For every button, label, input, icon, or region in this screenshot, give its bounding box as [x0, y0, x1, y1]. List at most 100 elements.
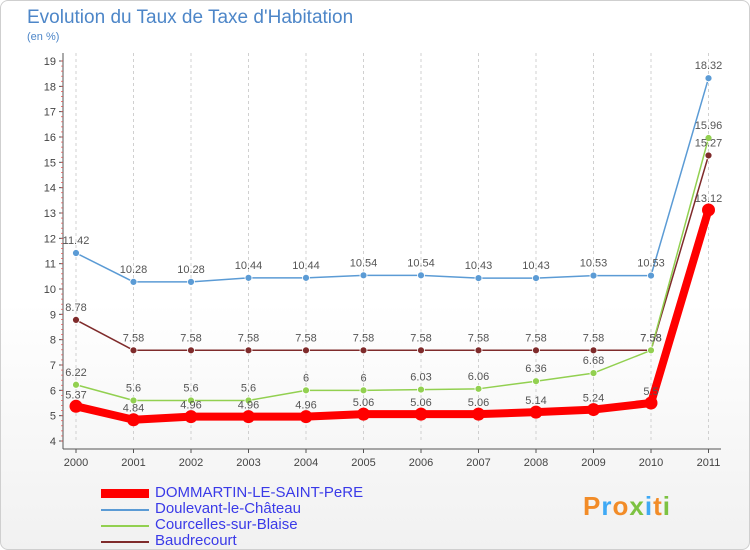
series-point-3 — [187, 346, 195, 355]
y-tick-label: 14 — [44, 183, 56, 195]
series-point-0 — [357, 407, 370, 421]
data-label: 10.28 — [177, 264, 205, 276]
data-label: 4.84 — [123, 403, 144, 415]
y-tick-label: 6 — [50, 385, 56, 397]
series-point-1 — [532, 274, 540, 283]
data-label: 6.22 — [65, 367, 86, 379]
y-tick-label: 9 — [50, 309, 56, 321]
logo-letter: t — [653, 491, 663, 521]
series-point-3 — [302, 346, 310, 355]
y-tick-label: 8 — [50, 335, 56, 347]
data-label: 6.36 — [525, 363, 546, 375]
series-point-2 — [589, 369, 598, 378]
legend-label-courcelles: Courcelles-sur-Blaise — [155, 516, 298, 533]
data-label: 13.12 — [695, 193, 723, 205]
series-point-0 — [69, 399, 83, 413]
series-point-0 — [472, 407, 485, 421]
data-label: 5.5 — [643, 386, 658, 398]
y-tick-label: 12 — [44, 233, 56, 245]
data-label: 5.24 — [583, 393, 604, 405]
data-label: 10.54 — [407, 257, 435, 269]
y-tick-label: 7 — [50, 360, 56, 372]
series-line-1 — [75, 77, 710, 283]
chart-subtitle: (en %) — [27, 31, 60, 43]
series-point-0 — [127, 413, 140, 427]
legend-swatch-courcelles — [101, 525, 149, 527]
series-point-3 — [129, 346, 138, 355]
y-tick-label: 11 — [45, 259, 56, 271]
x-tick-label: 2007 — [466, 457, 490, 469]
data-label: 8.78 — [65, 302, 86, 314]
data-label: 7.58 — [640, 332, 661, 344]
legend-swatch-doulevant — [101, 509, 149, 511]
series-point-2 — [244, 396, 253, 405]
series-point-0 — [702, 203, 715, 217]
data-label: 6 — [303, 372, 309, 384]
data-label: 7.58 — [525, 332, 546, 344]
x-tick-label: 2000 — [64, 457, 88, 469]
data-label: 15.27 — [695, 137, 723, 149]
series-point-1 — [302, 273, 310, 282]
series-point-1 — [589, 271, 598, 280]
data-label: 7.58 — [353, 332, 374, 344]
logo-letter: o — [612, 491, 630, 521]
y-tick-label: 5 — [50, 411, 56, 423]
x-tick-label: 2010 — [639, 457, 663, 469]
data-label: 10.53 — [580, 258, 608, 270]
y-tick-label: 10 — [44, 284, 56, 296]
series-point-0 — [644, 396, 658, 410]
data-label: 10.54 — [350, 257, 378, 269]
data-label: 10.28 — [120, 264, 148, 276]
series-point-1 — [474, 274, 483, 283]
series-point-1 — [129, 278, 138, 286]
data-label: 5.14 — [525, 395, 546, 407]
series-point-0 — [299, 410, 313, 424]
x-tick-label: 2004 — [294, 457, 318, 469]
series-point-3 — [532, 346, 540, 355]
x-tick-label: 2009 — [581, 457, 605, 469]
data-label: 7.58 — [180, 332, 201, 344]
data-label: 15.96 — [695, 120, 723, 132]
series-line-2 — [75, 137, 710, 402]
data-label: 4.96 — [180, 400, 201, 412]
chart-title: Evolution du Taux de Taxe d'Habitation — [27, 7, 354, 28]
data-label: 7.58 — [583, 332, 604, 344]
data-label: 6.06 — [468, 371, 489, 383]
x-tick-label: 2005 — [351, 457, 375, 469]
x-tick-label: 2008 — [524, 457, 548, 469]
data-label: 10.43 — [465, 260, 493, 272]
series-point-3 — [589, 346, 598, 355]
logo-letter: i — [662, 491, 671, 521]
series-point-0 — [242, 410, 255, 424]
logo-letter: i — [644, 491, 654, 521]
series-point-2 — [359, 386, 368, 395]
series-point-1 — [187, 278, 195, 286]
y-tick-label: 13 — [44, 208, 56, 220]
series-point-2 — [647, 346, 655, 355]
proxiti-logo: Proxiti — [583, 491, 671, 522]
series-point-1 — [244, 273, 253, 282]
data-label: 5.6 — [241, 382, 256, 394]
data-label: 6 — [360, 372, 366, 384]
series-point-1 — [72, 249, 80, 257]
data-label: 4.96 — [238, 400, 259, 412]
series-point-0 — [529, 405, 543, 419]
series-line-3 — [75, 154, 710, 352]
series-point-3 — [244, 346, 253, 355]
series-point-2 — [532, 377, 540, 386]
series-point-1 — [359, 271, 368, 280]
series-point-2 — [72, 380, 80, 389]
y-tick-label: 17 — [44, 107, 56, 119]
series-point-2 — [474, 384, 483, 393]
legend-label-doulevant: Doulevant-le-Château — [155, 500, 301, 517]
data-label: 7.58 — [410, 332, 431, 344]
series-point-2 — [187, 396, 195, 405]
y-tick-label: 16 — [44, 132, 56, 144]
series-point-3 — [359, 346, 368, 355]
data-label: 7.58 — [295, 332, 316, 344]
legend-label-baudrecourt: Baudrecourt — [155, 532, 237, 549]
x-tick-label: 2001 — [121, 457, 145, 469]
y-tick-label: 4 — [50, 436, 56, 448]
